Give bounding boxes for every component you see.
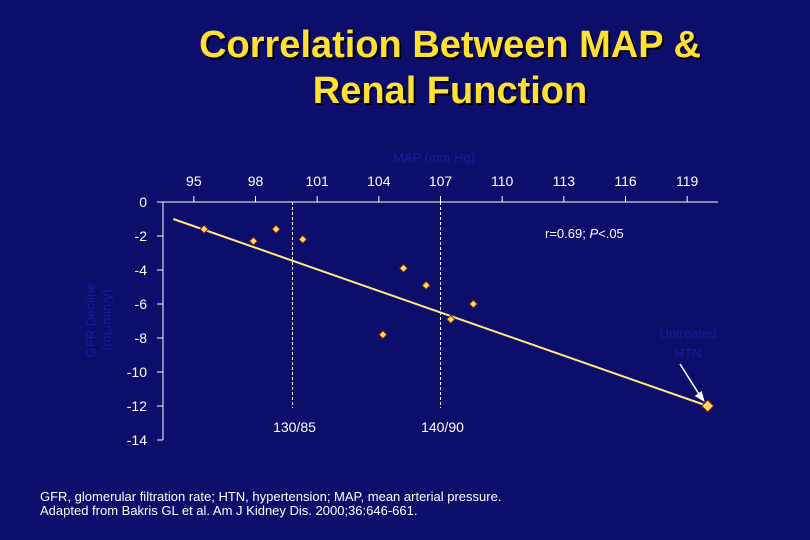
callout-line-2: HTN (675, 346, 702, 361)
x-tick-label: 101 (305, 173, 329, 189)
data-point (199, 224, 209, 234)
data-point (398, 263, 409, 274)
y-axis-title: GFR Decline (mL/min/y) (83, 283, 114, 357)
y-axis-title-line-2: (mL/min/y) (99, 289, 114, 350)
y-tick-label: -12 (127, 398, 147, 414)
x-tick-label: 119 (676, 173, 699, 189)
x-tick-label: 113 (553, 173, 576, 189)
data-point (468, 299, 479, 309)
y-axis-title-line-1: GFR Decline (83, 283, 98, 357)
x-axis-title: MAP (mm Hg) (393, 150, 475, 165)
callout-arrowhead (694, 391, 705, 402)
x-tick-label: 95 (186, 173, 202, 189)
x-tick-label: 110 (491, 173, 514, 189)
stat-annotation: r=0.69; P<.05 (545, 226, 624, 241)
plot-area: 0 -2 -4 -6 -8 -10 -12 -14 95 98 101 104 107 110 113 116… (127, 173, 718, 448)
y-tick-label: 0 (139, 194, 147, 210)
data-point (701, 399, 715, 413)
y-tick-label: -4 (135, 262, 148, 278)
x-tick-label: 107 (429, 173, 453, 189)
data-point (271, 224, 281, 234)
title-line-1: Correlation Between MAP & (199, 24, 701, 66)
data-point (446, 314, 456, 325)
x-tick-label: 98 (248, 173, 264, 189)
footnote-line-2: Adapted from Bakris GL et al. Am J Kidne… (40, 503, 418, 518)
reference-line-label: 130/85 (273, 419, 316, 435)
data-point (298, 234, 308, 245)
regression-line (172, 218, 709, 407)
y-tick-label: -14 (127, 432, 147, 448)
y-tick-label: -10 (127, 364, 147, 380)
y-tick-label: -8 (135, 330, 148, 346)
slide-title: Correlation Between MAP & Renal Function (150, 22, 750, 114)
footnote: GFR, glomerular filtration rate; HTN, hy… (40, 490, 501, 518)
y-tick-label: -2 (135, 228, 148, 244)
footnote-line-1: GFR, glomerular filtration rate; HTN, hy… (40, 489, 502, 504)
x-tick-label: 116 (614, 173, 637, 189)
data-point (248, 236, 259, 246)
title-line-2: Renal Function (312, 70, 588, 112)
data-point (378, 329, 388, 340)
y-tick-label: -6 (135, 296, 148, 312)
data-point (421, 280, 431, 291)
callout-line-1: Untreated (659, 326, 716, 341)
callout-label: Untreated HTN (659, 326, 716, 361)
x-tick-label: 104 (367, 173, 391, 189)
reference-line-label: 140/90 (421, 419, 464, 435)
